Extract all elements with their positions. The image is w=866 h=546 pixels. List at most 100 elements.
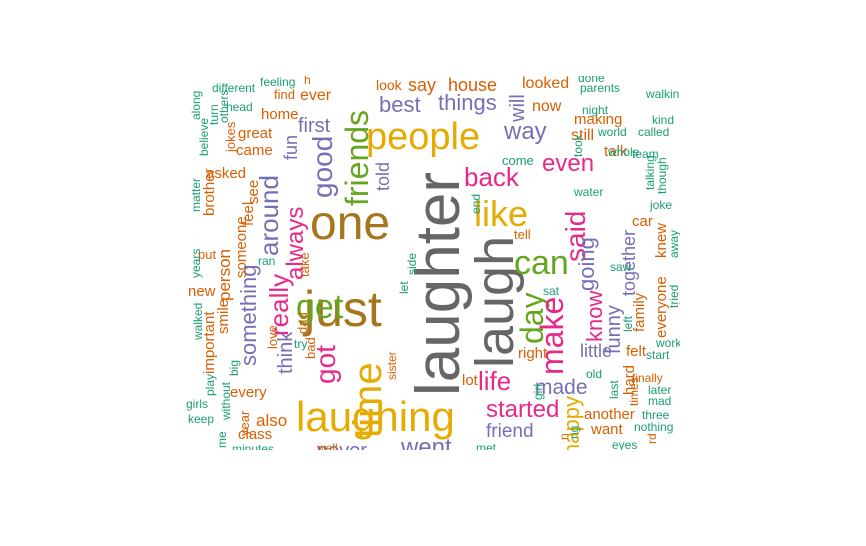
word-year: year bbox=[237, 410, 252, 436]
word-look: look bbox=[376, 77, 402, 93]
word-life: life bbox=[478, 366, 512, 396]
word-things: things bbox=[438, 90, 497, 115]
word-time: time bbox=[346, 362, 390, 438]
word-house: house bbox=[448, 76, 498, 95]
word-eyes: eyes bbox=[612, 438, 638, 450]
word-done: done bbox=[578, 76, 605, 85]
word-went: went bbox=[401, 434, 452, 451]
word-one: one bbox=[310, 197, 391, 250]
word-tried: tried bbox=[667, 284, 680, 308]
word-brother: brother bbox=[201, 168, 218, 216]
word-like: like bbox=[474, 193, 529, 234]
word-different: different bbox=[212, 81, 256, 95]
word-though: though bbox=[655, 157, 669, 194]
word-saw: saw bbox=[610, 260, 632, 274]
word-left: left bbox=[621, 315, 635, 332]
word-whole: whole bbox=[608, 145, 640, 159]
word-good: good bbox=[307, 135, 338, 198]
word-me: me bbox=[215, 431, 229, 448]
word-make: make bbox=[534, 296, 570, 375]
word-minutes: minutes bbox=[232, 442, 275, 450]
word-moment: moment bbox=[677, 144, 680, 188]
word-team: team bbox=[632, 147, 659, 161]
word-called: called bbox=[638, 125, 670, 139]
word-car: car bbox=[632, 213, 653, 230]
word-walked: walked bbox=[191, 302, 205, 340]
word-even: even bbox=[542, 150, 595, 177]
word-laughter: laughter bbox=[404, 171, 473, 396]
word-dad: dad bbox=[295, 312, 310, 334]
word-sister: sister bbox=[385, 351, 399, 380]
word-away: away bbox=[667, 229, 680, 258]
word-let: let bbox=[397, 281, 411, 294]
word-also: also bbox=[256, 411, 288, 430]
word-work: work bbox=[656, 336, 680, 350]
word-still: still bbox=[571, 127, 595, 144]
word-home: home bbox=[261, 106, 299, 123]
word-every: every bbox=[230, 384, 267, 401]
word-can: can bbox=[514, 244, 569, 282]
word-three: three bbox=[642, 408, 670, 422]
word-others: others bbox=[217, 89, 231, 123]
word-start: start bbox=[646, 348, 670, 362]
word-girl: girl bbox=[531, 383, 545, 400]
word-another: another bbox=[584, 406, 635, 423]
word-ran: ran bbox=[258, 254, 276, 268]
word-started: started bbox=[486, 396, 560, 423]
word-kind: kind bbox=[652, 113, 675, 127]
word-sat: sat bbox=[543, 284, 560, 298]
word-well: well bbox=[317, 441, 338, 450]
word-new: new bbox=[188, 283, 216, 300]
word-back: back bbox=[464, 162, 519, 192]
word-see: see bbox=[245, 179, 262, 204]
word-take: take bbox=[297, 252, 312, 277]
word-finally: finally bbox=[632, 371, 663, 385]
word-way: way bbox=[504, 118, 547, 145]
word-want: want bbox=[591, 421, 623, 438]
word-side: side bbox=[405, 252, 419, 275]
word-come: come bbox=[502, 153, 534, 168]
word-laughing: laughing bbox=[296, 393, 455, 440]
word-someone: someone bbox=[233, 216, 250, 278]
word-told: told bbox=[373, 161, 393, 191]
word-later: later bbox=[648, 383, 672, 397]
word-try: try bbox=[294, 337, 308, 351]
word-asked: asked bbox=[206, 165, 247, 182]
word-cloud: laughter laugh just one laughing time people li… bbox=[186, 76, 680, 450]
word-nothing: nothing bbox=[634, 420, 674, 434]
word-rd: rd bbox=[645, 433, 659, 444]
word-love: love bbox=[265, 325, 280, 349]
word-head: head bbox=[226, 100, 253, 114]
word-ever: ever bbox=[300, 87, 332, 104]
word-joke: joke bbox=[650, 198, 673, 212]
word-matter: matter bbox=[189, 177, 203, 212]
word-little: little bbox=[580, 341, 613, 361]
word-along: along bbox=[189, 90, 203, 120]
word-just: just bbox=[304, 281, 382, 337]
word-jokes: jokes bbox=[223, 121, 238, 152]
word-going: going bbox=[574, 237, 599, 291]
word-get: get bbox=[296, 288, 344, 326]
word-h: h bbox=[304, 76, 311, 87]
word-put: put bbox=[198, 247, 217, 262]
word-lot: lot bbox=[462, 372, 478, 389]
word-people: people bbox=[366, 116, 481, 158]
word-first: first bbox=[298, 115, 331, 137]
word-big: big bbox=[227, 359, 241, 376]
word-mad: mad bbox=[648, 394, 672, 408]
word-right: right bbox=[518, 345, 548, 362]
word-end: end bbox=[469, 193, 483, 214]
word-o: o bbox=[386, 444, 400, 450]
word-talk: talk bbox=[604, 143, 628, 160]
word-person: person bbox=[215, 249, 234, 301]
word-tell: tell bbox=[514, 227, 531, 242]
word-felt: felt bbox=[626, 343, 647, 360]
word-world: world bbox=[598, 125, 627, 139]
word-years: years bbox=[189, 248, 203, 278]
word-happy: happy bbox=[559, 396, 584, 450]
word-old: old bbox=[586, 367, 603, 381]
word-last: last bbox=[607, 380, 621, 399]
word-made: made bbox=[535, 376, 588, 399]
word-water: water bbox=[574, 185, 604, 199]
